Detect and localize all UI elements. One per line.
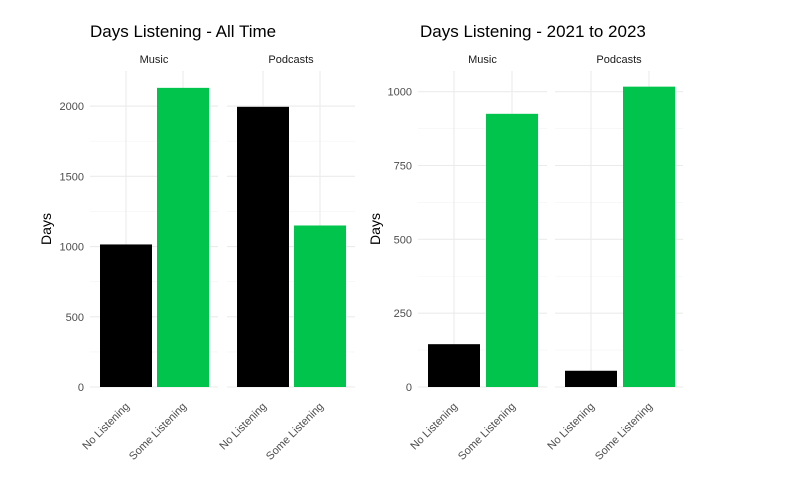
y-tick-label: 500	[66, 312, 84, 324]
x-tick-label: No Listening	[408, 401, 460, 453]
y-axis-label: Days	[38, 213, 54, 245]
bar-some-listening	[486, 113, 538, 387]
x-tick-label: Some Listening	[127, 401, 189, 463]
y-tick-label: 0	[78, 382, 84, 394]
facet-strip-label: Podcasts	[596, 54, 642, 66]
y-tick-label: 250	[394, 308, 412, 320]
bar-some-listening	[623, 86, 675, 387]
x-tick-label: No Listening	[217, 401, 269, 453]
y-tick-label: 0	[406, 382, 412, 394]
x-tick-label: Some Listening	[264, 401, 326, 463]
y-tick-label: 1000	[388, 87, 412, 99]
x-tick-label: Some Listening	[456, 401, 518, 463]
bar-no-listening	[428, 344, 480, 387]
facet-strip-label: Music	[468, 54, 497, 66]
bar-no-listening	[565, 370, 617, 387]
y-tick-label: 500	[394, 234, 412, 246]
x-tick-label: No Listening	[545, 401, 597, 453]
chart-title: Days Listening - 2021 to 2023	[420, 22, 646, 41]
y-axis-label: Days	[367, 213, 383, 245]
y-tick-label: 750	[394, 161, 412, 173]
x-tick-label: No Listening	[80, 401, 132, 453]
facet-strip-label: Music	[140, 54, 169, 66]
x-tick-label: Some Listening	[593, 401, 655, 463]
y-tick-label: 1500	[60, 171, 84, 183]
facet-strip-label: Podcasts	[268, 54, 314, 66]
bar-some-listening	[157, 87, 209, 387]
bar-no-listening	[100, 244, 152, 387]
chart-title: Days Listening - All Time	[90, 22, 276, 41]
y-tick-label: 2000	[60, 101, 84, 113]
bar-no-listening	[237, 106, 289, 388]
bar-some-listening	[294, 225, 346, 387]
y-tick-label: 1000	[60, 242, 84, 254]
